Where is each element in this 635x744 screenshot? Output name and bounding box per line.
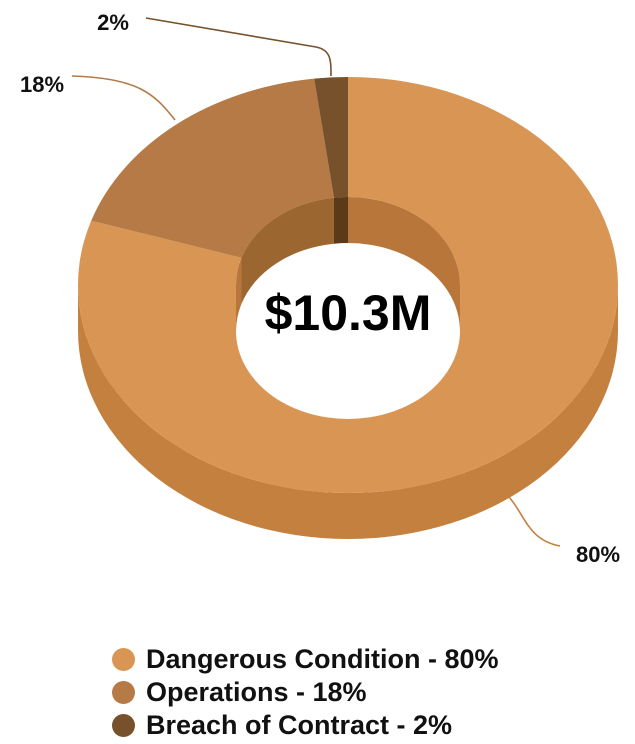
slice-breach-of-contract	[314, 77, 348, 198]
data-label-operations: 18%	[20, 72, 64, 97]
center-total-label: $10.3M	[265, 285, 432, 341]
data-label-breach-of-contract: 2%	[97, 10, 129, 35]
legend-label-operations: Operations - 18%	[146, 677, 367, 707]
data-labels: 80% 18% 2%	[20, 10, 620, 567]
legend-label-dangerous-condition: Dangerous Condition - 80%	[146, 644, 499, 674]
legend-item-dangerous-condition: Dangerous Condition - 80%	[112, 643, 499, 676]
donut-side-walls	[78, 285, 618, 539]
legend-swatch-breach-of-contract	[112, 714, 135, 737]
donut-chart: 80% 18% 2% $10.3M	[20, 10, 620, 567]
hole-wall-operations-1	[241, 197, 334, 304]
data-label-dangerous-condition: 80%	[576, 542, 620, 567]
legend-swatch-dangerous-condition	[112, 648, 135, 671]
leader-line-dangerous-condition	[508, 496, 561, 547]
side-wall-dangerous-condition	[78, 285, 618, 539]
legend-item-operations: Operations - 18%	[112, 676, 499, 709]
slice-operations	[91, 78, 334, 258]
leader-line-breach-of-contract	[145, 17, 332, 77]
hole-wall-breach-of-contract-1	[333, 197, 348, 244]
leader-lines	[71, 17, 561, 547]
donut-hole-walls	[236, 197, 460, 419]
legend: Dangerous Condition - 80% Operations - 1…	[112, 643, 499, 742]
hole-wall-dangerous-condition-0	[348, 197, 460, 331]
slice-dangerous-condition	[77, 77, 618, 493]
legend-item-breach-of-contract: Breach of Contract - 2%	[112, 709, 499, 742]
leader-line-operations	[71, 75, 176, 121]
legend-swatch-operations	[112, 681, 135, 704]
legend-label-breach-of-contract: Breach of Contract - 2%	[146, 710, 453, 740]
donut-hole	[236, 243, 460, 419]
hole-wall-dangerous-condition-1	[236, 257, 242, 331]
donut-top-faces	[77, 77, 618, 493]
